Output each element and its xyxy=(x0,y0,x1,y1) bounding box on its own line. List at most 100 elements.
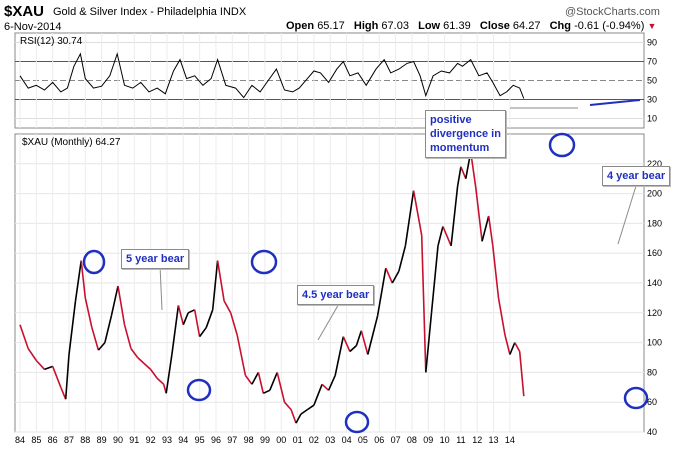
price-segment xyxy=(177,305,185,325)
price-segment xyxy=(182,312,189,326)
price-segment xyxy=(300,408,308,415)
x-tick-label: 07 xyxy=(391,435,401,445)
down-triangle-icon: ▼ xyxy=(647,21,657,31)
x-tick-label: 10 xyxy=(440,435,450,445)
x-tick-label: 12 xyxy=(472,435,482,445)
price-segment xyxy=(295,413,302,424)
x-tick-label: 96 xyxy=(211,435,221,445)
price-segment xyxy=(19,324,29,349)
x-tick-label: 08 xyxy=(407,435,417,445)
price-segment xyxy=(44,365,53,371)
divergence-line-3: momentum xyxy=(430,142,490,154)
price-segment xyxy=(420,235,427,373)
circle-1993-bottom xyxy=(186,378,212,402)
chart-name: Gold & Silver Index - Philadelphia INDX xyxy=(53,6,247,18)
price-segment xyxy=(509,342,516,355)
price-segment xyxy=(143,362,152,370)
price-segment xyxy=(355,330,363,346)
five-year-pointer xyxy=(159,264,163,311)
price-segment xyxy=(412,190,423,236)
price-segment xyxy=(398,245,407,272)
rsi-level-label: 10 xyxy=(647,114,657,124)
x-tick-label: 98 xyxy=(244,435,254,445)
x-tick-label: 93 xyxy=(162,435,172,445)
price-tick-label: 200 xyxy=(647,189,662,199)
price-segment xyxy=(64,354,70,400)
rsi-level-label: 70 xyxy=(647,57,657,67)
price-segment xyxy=(334,336,345,376)
price-tick-label: 180 xyxy=(647,218,662,228)
price-segment xyxy=(391,270,400,284)
price-segment xyxy=(60,386,67,400)
price-segment xyxy=(367,315,379,355)
x-tick-label: 00 xyxy=(276,435,286,445)
price-tick-label: 160 xyxy=(647,248,662,258)
price-segment xyxy=(198,327,207,338)
x-tick-label: 87 xyxy=(64,435,74,445)
price-segment xyxy=(481,215,490,242)
price-segment xyxy=(313,384,323,406)
rsi-legend: RSI(12) 30.74 xyxy=(20,36,83,47)
price-tick-label: 220 xyxy=(647,159,662,169)
price-segment xyxy=(376,267,387,316)
x-tick-label: 02 xyxy=(309,435,319,445)
price-segment xyxy=(137,356,145,365)
circle-1996-top xyxy=(250,249,278,275)
low-label: Low xyxy=(418,20,441,32)
rsi-divergence-line xyxy=(589,99,641,106)
x-tick-label: 04 xyxy=(342,435,352,445)
price-tick-label: 140 xyxy=(647,278,662,288)
x-tick-label: 09 xyxy=(423,435,433,445)
price-segment xyxy=(437,226,444,246)
price-segment xyxy=(430,245,439,313)
price-segment xyxy=(27,348,37,361)
rsi-level-label: 90 xyxy=(647,38,657,48)
x-tick-label: 14 xyxy=(505,435,515,445)
price-tick-label: 40 xyxy=(647,427,657,437)
close-label: Close xyxy=(479,20,510,32)
price-segment xyxy=(460,166,467,180)
x-tick-label: 06 xyxy=(374,435,384,445)
rsi-level-label: 50 xyxy=(647,76,657,86)
price-segment xyxy=(290,409,297,424)
price-segment xyxy=(229,312,238,336)
x-tick-label: 88 xyxy=(80,435,90,445)
price-segment xyxy=(117,285,126,325)
price-segment xyxy=(283,401,292,411)
price-segment xyxy=(91,327,100,351)
price-segment xyxy=(68,300,77,355)
price-segment xyxy=(514,342,521,352)
circle-2001-bottom xyxy=(344,410,370,434)
x-tick-label: 84 xyxy=(15,435,25,445)
price-segment xyxy=(165,354,173,394)
x-tick-label: 11 xyxy=(456,435,465,445)
high-value: 67.03 xyxy=(381,20,409,32)
price-segment xyxy=(80,260,87,298)
price-segment xyxy=(321,383,330,391)
price-tick-label: 60 xyxy=(647,397,657,407)
price-segment xyxy=(211,260,219,310)
open-label: Open xyxy=(286,20,315,32)
price-segment xyxy=(216,260,225,302)
x-tick-label: 99 xyxy=(260,435,270,445)
x-tick-label: 13 xyxy=(489,435,499,445)
annotation-4-year-bear: 4 year bear xyxy=(602,166,671,186)
x-tick-label: 01 xyxy=(293,435,303,445)
price-segment xyxy=(306,404,315,411)
price-segment xyxy=(156,377,165,385)
high-label: High xyxy=(353,20,379,32)
x-tick-label: 95 xyxy=(195,435,205,445)
price-segment xyxy=(84,297,93,328)
price-tick-label: 120 xyxy=(647,308,662,318)
price-segment xyxy=(257,372,265,394)
price-segment xyxy=(35,359,46,370)
price-segment xyxy=(104,315,113,343)
price-segment xyxy=(123,324,132,349)
close-value: 64.27 xyxy=(512,20,541,32)
price-segment xyxy=(504,334,511,355)
price-segment xyxy=(518,351,525,397)
rsi-series-line xyxy=(19,52,525,99)
circle-2014-bottom xyxy=(623,386,649,410)
price-segment xyxy=(74,260,82,302)
